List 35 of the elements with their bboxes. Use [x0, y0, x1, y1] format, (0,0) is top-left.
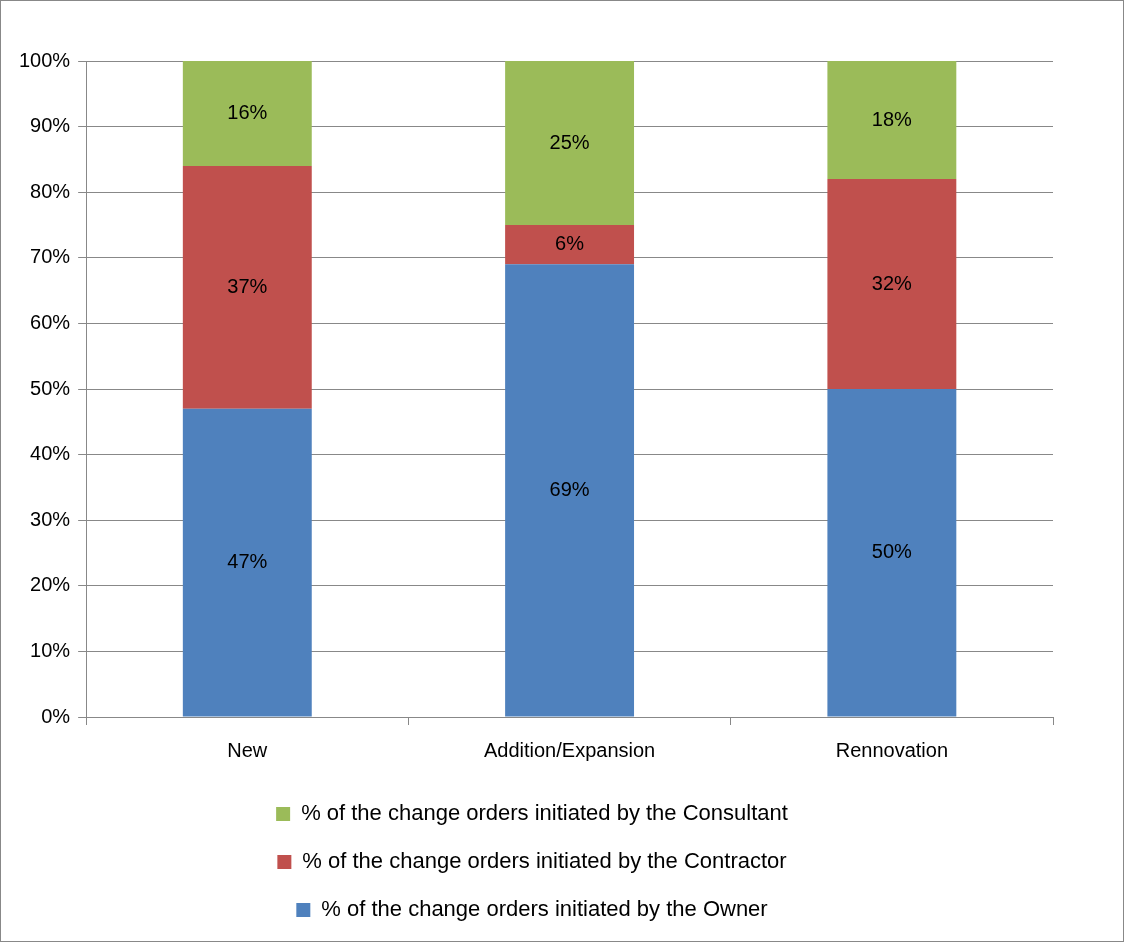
data-label: 25%	[549, 130, 590, 153]
data-label: 69%	[549, 477, 590, 500]
data-label: 37%	[227, 274, 268, 297]
legend-label: % of the change orders initiated by the Contractor	[302, 848, 787, 874]
x-tick-label: Addition/Expansion	[483, 738, 656, 761]
data-label: 50%	[871, 540, 913, 563]
data-label: 47%	[227, 550, 268, 573]
legend-label: % of the change orders initiated by the Owner	[321, 896, 768, 922]
bar	[182, 408, 312, 717]
bar	[827, 389, 957, 717]
data-label: 18%	[871, 107, 913, 130]
y-tick-label: 20%	[30, 573, 71, 596]
data-label: 16%	[227, 101, 268, 123]
y-tick-label: 30%	[30, 507, 71, 530]
data-label: 6%	[555, 232, 585, 255]
bar	[505, 264, 635, 717]
y-tick-label: 80%	[30, 179, 71, 202]
y-tick-label: 10%	[30, 638, 71, 661]
legend-label: % of the change orders initiated by the Consultant	[301, 800, 788, 826]
y-tick-label: 50%	[30, 376, 71, 399]
bar	[182, 165, 312, 409]
y-tick-label: 40%	[30, 442, 71, 465]
x-tick-label: New	[227, 738, 268, 761]
bar	[505, 225, 635, 265]
x-tick-label: Rennovation	[835, 738, 949, 761]
bar	[505, 61, 635, 225]
bar	[827, 179, 957, 389]
y-tick-label: 100%	[19, 48, 71, 71]
bar	[827, 61, 957, 180]
bar	[182, 61, 312, 166]
y-tick-label: 0%	[41, 704, 71, 727]
data-label: 32%	[871, 271, 913, 294]
y-tick-label: 60%	[30, 310, 71, 333]
y-tick-label: 90%	[30, 114, 71, 137]
y-tick-label: 70%	[30, 245, 71, 268]
